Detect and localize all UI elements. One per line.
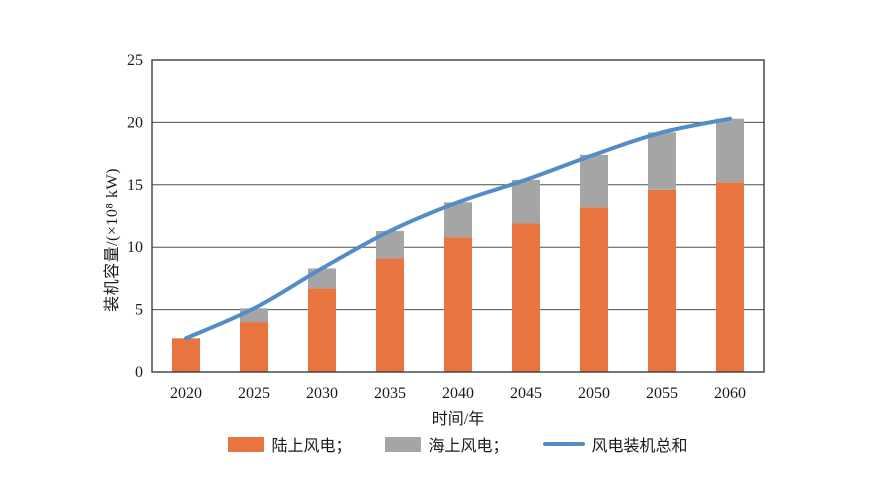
bar-offshore — [648, 132, 676, 190]
x-category-label: 2045 — [510, 385, 542, 402]
bar-offshore — [444, 202, 472, 238]
onshore-wind-swatch — [228, 436, 265, 452]
y-tick-label: 15 — [127, 177, 143, 194]
y-tick-label: 25 — [127, 52, 143, 69]
bar-offshore — [308, 268, 336, 289]
legend-item-offshore: 海上风电； — [385, 432, 509, 456]
legend-label-onshore: 陆上风电； — [271, 438, 352, 455]
y-tick-label: 20 — [127, 114, 143, 131]
bar-onshore — [172, 338, 200, 372]
legend-item-onshore: 陆上风电； — [228, 432, 351, 456]
bar-onshore — [376, 258, 404, 372]
y-tick-label: 10 — [127, 239, 143, 256]
x-category-label: 2060 — [714, 385, 746, 402]
bar-onshore — [648, 189, 676, 372]
legend: 陆上风电； 海上风电； 风电装机总和 — [152, 432, 764, 456]
x-category-label: 2055 — [646, 385, 678, 402]
bar-offshore — [716, 118, 744, 183]
x-category-label: 2050 — [578, 385, 610, 402]
x-category-label: 2030 — [306, 385, 338, 402]
bar-onshore — [444, 237, 472, 372]
total-line-swatch — [542, 442, 585, 446]
x-axis-title: 时间/年 — [431, 411, 485, 428]
bar-onshore — [512, 223, 540, 372]
plot-border — [151, 59, 765, 373]
legend-label-offshore: 海上风电； — [428, 438, 509, 455]
bar-offshore — [512, 179, 540, 224]
bar-offshore — [580, 154, 608, 208]
total-capacity-line — [184, 116, 732, 341]
x-category-label: 2035 — [374, 385, 406, 402]
x-category-label: 2020 — [170, 385, 202, 402]
legend-label-total: 风电装机总和 — [591, 438, 688, 455]
legend-item-total: 风电装机总和 — [542, 432, 688, 456]
bar-onshore — [716, 182, 744, 372]
x-category-label: 2040 — [442, 385, 474, 402]
y-tick-label: 5 — [135, 302, 143, 319]
bar-onshore — [580, 207, 608, 372]
y-tick-label: 0 — [135, 364, 143, 381]
bar-onshore — [240, 322, 268, 372]
x-category-label: 2025 — [238, 385, 270, 402]
bar-onshore — [308, 288, 336, 372]
offshore-wind-swatch — [385, 436, 422, 452]
